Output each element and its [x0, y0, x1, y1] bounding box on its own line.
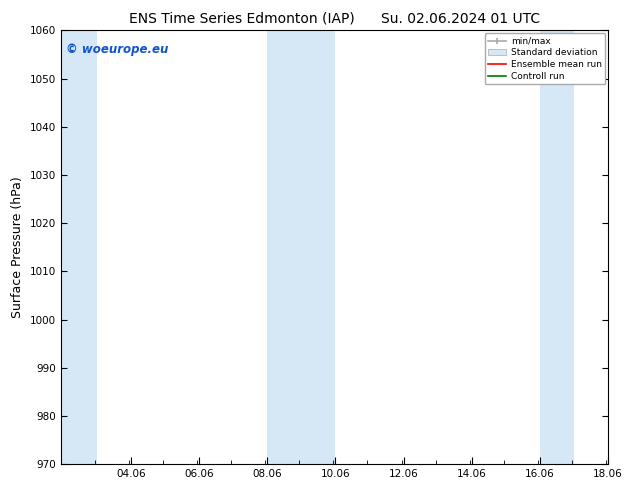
Bar: [61, 30, 97, 464]
Title: ENS Time Series Edmonton (IAP)      Su. 02.06.2024 01 UTC: ENS Time Series Edmonton (IAP) Su. 02.06…: [129, 11, 540, 25]
Bar: [540, 30, 574, 464]
Y-axis label: Surface Pressure (hPa): Surface Pressure (hPa): [11, 176, 24, 318]
Legend: min/max, Standard deviation, Ensemble mean run, Controll run: min/max, Standard deviation, Ensemble me…: [484, 33, 605, 84]
Text: © woeurope.eu: © woeurope.eu: [66, 44, 169, 56]
Bar: [268, 30, 335, 464]
